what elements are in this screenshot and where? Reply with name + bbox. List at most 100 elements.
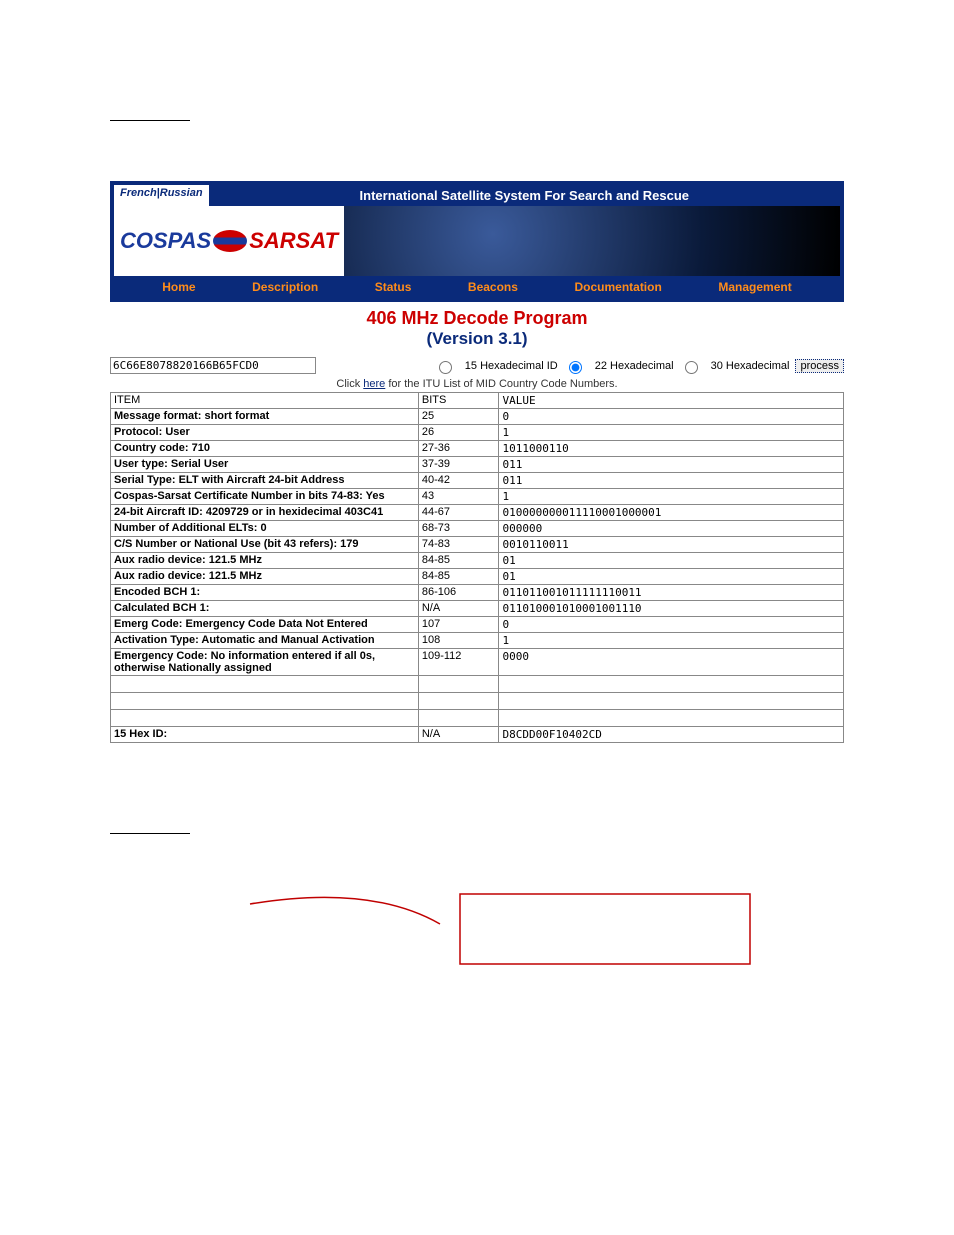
table-row: Country code: 71027-361011000110	[111, 441, 844, 457]
table-row: Activation Type: Automatic and Manual Ac…	[111, 633, 844, 649]
table-row: User type: Serial User37-39011	[111, 457, 844, 473]
table-row: Protocol: User261	[111, 425, 844, 441]
cell-value: D8CDD00F10402CD	[499, 727, 844, 743]
cell-value: 1	[499, 633, 844, 649]
radio-30-hex[interactable]	[685, 361, 698, 374]
cell-value: 000000	[499, 521, 844, 537]
cell-value: 011	[499, 473, 844, 489]
cospas-sarsat-logo: COSPASSARSAT	[114, 206, 344, 276]
cell-value: 1	[499, 425, 844, 441]
header-item: ITEM	[111, 393, 419, 409]
cell-value: 1011000110	[499, 441, 844, 457]
cell-bits: 44-67	[418, 505, 499, 521]
cell-item: 15 Hex ID:	[111, 727, 419, 743]
cell-item: C/S Number or National Use (bit 43 refer…	[111, 537, 419, 553]
main-nav: Home Description Status Beacons Document…	[114, 276, 840, 298]
cell-value: 1	[499, 489, 844, 505]
table-row: Encoded BCH 1:86-10601101100101111111001…	[111, 585, 844, 601]
cell-bits: N/A	[418, 727, 499, 743]
radio-30-hex-label: 30 Hexadecimal	[711, 360, 790, 372]
cell-value: 0	[499, 409, 844, 425]
red-annotation-box	[460, 894, 750, 964]
cell-value: 01	[499, 553, 844, 569]
cell-item: Aux radio device: 121.5 MHz	[111, 553, 419, 569]
itu-link-line: Click here for the ITU List of MID Count…	[0, 378, 954, 390]
cell-value: 0	[499, 617, 844, 633]
banner-mid-row: COSPASSARSAT	[114, 206, 840, 276]
cell-bits: 84-85	[418, 553, 499, 569]
cell-item: Activation Type: Automatic and Manual Ac…	[111, 633, 419, 649]
language-links[interactable]: French|Russian	[114, 185, 209, 206]
table-row: Aux radio device: 121.5 MHz84-8501	[111, 569, 844, 585]
cell-item: Number of Additional ELTs: 0	[111, 521, 419, 537]
radio-22-hex-label: 22 Hexadecimal	[595, 360, 674, 372]
table-row-blank	[111, 676, 844, 693]
cell-item: Calculated BCH 1:	[111, 601, 419, 617]
cell-bits: 107	[418, 617, 499, 633]
table-row-final: 15 Hex ID:N/AD8CDD00F10402CD	[111, 727, 844, 743]
header-banner: French|Russian International Satellite S…	[110, 181, 844, 302]
header-value: VALUE	[499, 393, 844, 409]
itu-link[interactable]: here	[363, 378, 385, 390]
cell-item: User type: Serial User	[111, 457, 419, 473]
cell-value: 011010001010001001110	[499, 601, 844, 617]
decode-table: ITEM BITS VALUE Message format: short fo…	[110, 392, 844, 743]
cell-bits: 74-83	[418, 537, 499, 553]
logo-globe-icon	[213, 230, 247, 252]
program-version: (Version 3.1)	[0, 329, 954, 349]
table-row: 24-bit Aircraft ID: 4209729 or in hexide…	[111, 505, 844, 521]
table-header-row: ITEM BITS VALUE	[111, 393, 844, 409]
radio-22-hex[interactable]	[569, 361, 582, 374]
cell-value: 011011001011111110011	[499, 585, 844, 601]
nav-management[interactable]: Management	[718, 280, 791, 294]
cell-bits: 26	[418, 425, 499, 441]
table-row: Number of Additional ELTs: 068-73000000	[111, 521, 844, 537]
cell-item: 24-bit Aircraft ID: 4209729 or in hexide…	[111, 505, 419, 521]
cell-bits: 68-73	[418, 521, 499, 537]
cell-item: Encoded BCH 1:	[111, 585, 419, 601]
cell-item: Protocol: User	[111, 425, 419, 441]
table-row-blank	[111, 710, 844, 727]
cell-item: Aux radio device: 121.5 MHz	[111, 569, 419, 585]
cell-bits: 86-106	[418, 585, 499, 601]
nav-status[interactable]: Status	[375, 280, 412, 294]
cell-value: 01	[499, 569, 844, 585]
program-title: 406 MHz Decode Program	[0, 308, 954, 329]
logo-right: SARSAT	[249, 228, 338, 254]
cell-bits: 43	[418, 489, 499, 505]
radio-15-hex[interactable]	[439, 361, 452, 374]
table-row: Cospas-Sarsat Certificate Number in bits…	[111, 489, 844, 505]
decode-controls: 15 Hexadecimal ID 22 Hexadecimal 30 Hexa…	[110, 355, 844, 376]
cell-item: Emergency Code: No information entered i…	[111, 649, 419, 676]
nav-description[interactable]: Description	[252, 280, 318, 294]
hex-input[interactable]	[110, 357, 316, 374]
cell-value: 0010110011	[499, 537, 844, 553]
table-row: Emergency Code: No information entered i…	[111, 649, 844, 676]
cell-bits: 27-36	[418, 441, 499, 457]
nav-beacons[interactable]: Beacons	[468, 280, 518, 294]
table-row: Aux radio device: 121.5 MHz84-8501	[111, 553, 844, 569]
itu-post: for the ITU List of MID Country Code Num…	[385, 378, 617, 390]
process-button[interactable]: process	[795, 359, 844, 373]
table-row: Calculated BCH 1:N/A01101000101000100111…	[111, 601, 844, 617]
table-row: Serial Type: ELT with Aircraft 24-bit Ad…	[111, 473, 844, 489]
cell-bits: 25	[418, 409, 499, 425]
red-arrow-line	[250, 897, 440, 924]
cell-bits: 37-39	[418, 457, 499, 473]
nav-documentation[interactable]: Documentation	[574, 280, 661, 294]
cell-item: Country code: 710	[111, 441, 419, 457]
cell-item: Message format: short format	[111, 409, 419, 425]
cell-item: Emerg Code: Emergency Code Data Not Ente…	[111, 617, 419, 633]
cell-bits: 108	[418, 633, 499, 649]
bottom-rule	[110, 833, 190, 834]
table-row: Emerg Code: Emergency Code Data Not Ente…	[111, 617, 844, 633]
cell-item: Cospas-Sarsat Certificate Number in bits…	[111, 489, 419, 505]
annotation-area	[110, 874, 844, 994]
banner-top-row: French|Russian International Satellite S…	[114, 185, 840, 206]
cell-bits: N/A	[418, 601, 499, 617]
nav-home[interactable]: Home	[162, 280, 195, 294]
cell-bits: 109-112	[418, 649, 499, 676]
table-row-blank	[111, 693, 844, 710]
table-row: Message format: short format250	[111, 409, 844, 425]
itu-pre: Click	[336, 378, 363, 390]
